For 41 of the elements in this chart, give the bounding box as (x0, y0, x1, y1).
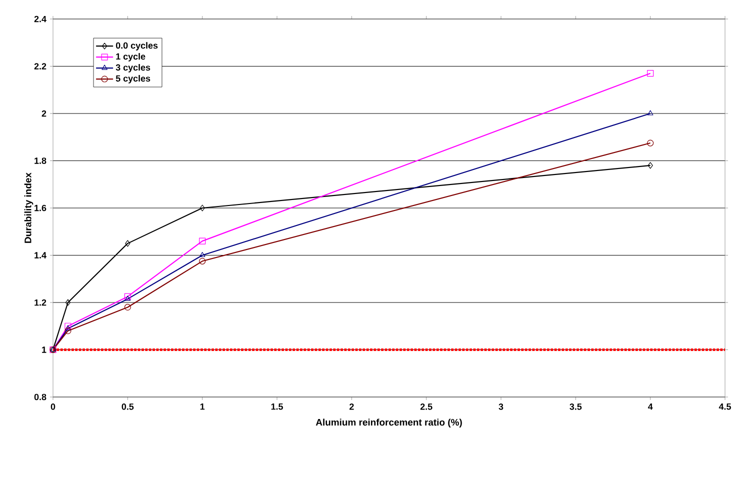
point (647, 70, 654, 77)
point (124, 293, 131, 300)
legend-label: 1 cycle (116, 53, 146, 62)
y-tick-label: 1.6 (34, 204, 46, 212)
point (199, 258, 206, 264)
x-tick-label: 0 (50, 404, 56, 410)
y-tick-label: 0.8 (34, 394, 46, 400)
point (124, 304, 131, 311)
legend-label: 0.0 cycles (116, 42, 158, 50)
x-tick-label: 4.5 (718, 404, 731, 410)
y-tick-label: 2.4 (34, 16, 46, 22)
point (65, 299, 70, 306)
point (647, 110, 654, 116)
point (199, 252, 206, 258)
y-tick-label: 1.2 (34, 299, 46, 306)
y-tick-label: 1 (42, 346, 46, 353)
x-tick-label: 2 (349, 404, 354, 410)
y-tick-label: 1.4 (34, 252, 46, 258)
x-axis-title: Alumium reinforcement ratio (%) (316, 418, 462, 428)
y-tick-label: 1.8 (34, 158, 46, 164)
x-tick-label: 1.5 (271, 404, 283, 410)
point (65, 325, 71, 330)
y-axis-title: Durability index (24, 172, 34, 243)
x-tick-label: 3.5 (570, 404, 582, 410)
legend-label: 5 cycles (116, 75, 150, 84)
point (200, 204, 205, 212)
x-tick-label: 1 (200, 404, 205, 410)
point (124, 296, 131, 301)
y-tick-label: 2 (42, 110, 46, 117)
legend-label: 3 cycles (116, 64, 150, 72)
point (648, 162, 653, 169)
x-tick-label: 0.5 (122, 404, 134, 410)
point (199, 238, 206, 244)
x-tick-label: 4 (648, 404, 653, 410)
point (125, 240, 130, 247)
x-tick-label: 3 (498, 404, 504, 410)
y-tick-label: 2.2 (34, 63, 46, 70)
point (64, 328, 72, 334)
point (647, 140, 654, 146)
x-tick-label: 2.5 (420, 404, 432, 410)
point (64, 322, 72, 330)
